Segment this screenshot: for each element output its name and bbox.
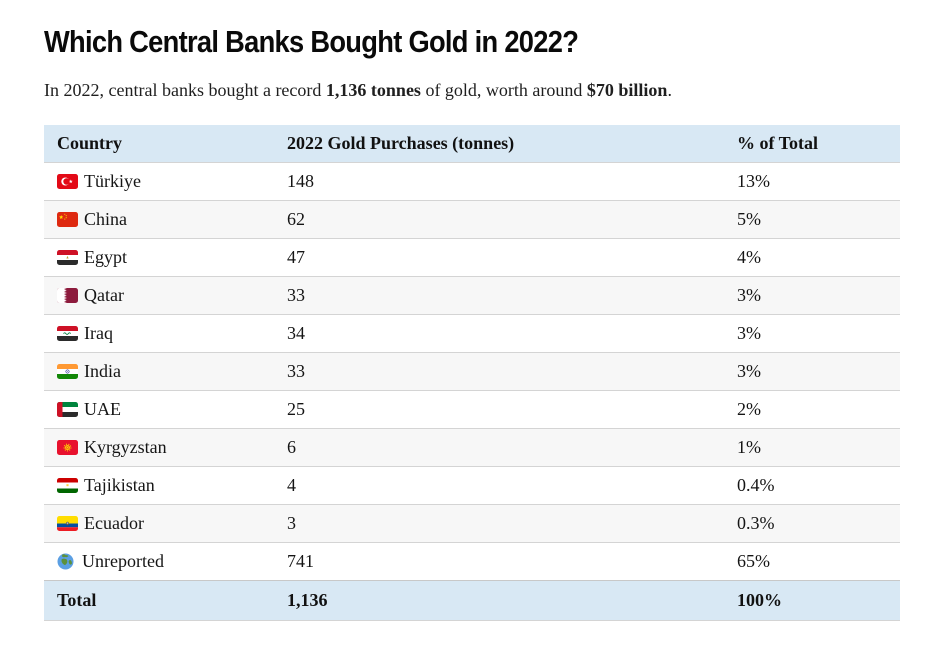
country-cell: Tajikistan: [44, 466, 287, 504]
page-title: Which Central Banks Bought Gold in 2022?: [44, 24, 579, 59]
country-name: UAE: [84, 398, 121, 419]
gold-purchases-table: Country 2022 Gold Purchases (tonnes) % o…: [44, 125, 900, 621]
table-row: Egypt 47 4%: [44, 238, 900, 277]
subtitle-text: In 2022, central banks bought a record: [44, 79, 326, 100]
country-name: Tajikistan: [84, 474, 155, 495]
flag-iraq-icon: [57, 325, 78, 341]
country-name: Unreported: [82, 550, 164, 571]
tonnes-cell: 33: [287, 284, 305, 305]
country-name: Qatar: [84, 284, 124, 305]
country-cell: UAE: [44, 390, 287, 428]
country-cell: China: [44, 200, 287, 238]
country-cell: Qatar: [44, 276, 287, 314]
country-name: India: [84, 360, 121, 381]
pct-cell: 3%: [737, 360, 761, 381]
country-name: Türkiye: [84, 170, 141, 191]
tonnes-cell: 62: [287, 208, 305, 229]
table-header-row: Country 2022 Gold Purchases (tonnes) % o…: [44, 125, 900, 163]
country-cell: Egypt: [44, 238, 287, 276]
column-header-tonnes: 2022 Gold Purchases (tonnes): [287, 125, 737, 163]
country-cell: India: [44, 352, 287, 390]
country-cell: Iraq: [44, 314, 287, 352]
country-name: Egypt: [84, 246, 127, 267]
total-pct: 100%: [737, 580, 900, 621]
tonnes-cell: 25: [287, 398, 305, 419]
tonnes-cell: 33: [287, 360, 305, 381]
table-row: Kyrgyzstan 6 1%: [44, 428, 900, 467]
tonnes-cell: 6: [287, 436, 296, 457]
subtitle: In 2022, central banks bought a record 1…: [44, 79, 900, 102]
tonnes-cell: 4: [287, 474, 296, 495]
subtitle-bold-text: $70 billion: [586, 79, 668, 100]
total-tonnes: 1,136: [287, 580, 737, 621]
pct-cell: 5%: [737, 208, 761, 229]
flag-qatar-icon: [57, 287, 78, 303]
pct-cell: 3%: [737, 322, 761, 343]
flag-turkiye-icon: [57, 173, 78, 189]
flag-tajikistan-icon: [57, 477, 78, 493]
tonnes-cell: 47: [287, 246, 305, 267]
country-name: China: [84, 208, 127, 229]
tonnes-cell: 741: [287, 550, 314, 571]
flag-china-icon: [57, 211, 78, 227]
column-header-country: Country: [44, 125, 287, 163]
pct-cell: 3%: [737, 284, 761, 305]
subtitle-text: of gold, worth around: [420, 79, 587, 100]
table-row: UAE 25 2%: [44, 390, 900, 429]
table-row: Unreported 741 65%: [44, 542, 900, 581]
flag-ecuador-icon: [57, 515, 78, 531]
table-row: Qatar 33 3%: [44, 276, 900, 315]
table-row: India 33 3%: [44, 352, 900, 391]
country-cell: Türkiye: [44, 162, 287, 200]
column-header-pct-of-total: % of Total: [737, 125, 900, 163]
flag-uae-icon: [57, 401, 78, 417]
country-cell: Ecuador: [44, 504, 287, 542]
table-row: Türkiye 148 13%: [44, 162, 900, 201]
country-name: Kyrgyzstan: [84, 436, 167, 457]
flag-india-icon: [57, 363, 78, 379]
pct-cell: 65%: [737, 550, 770, 571]
page: Which Central Banks Bought Gold in 2022?…: [44, 24, 900, 621]
table-row: Ecuador 3 0.3%: [44, 504, 900, 543]
country-cell: Kyrgyzstan: [44, 428, 287, 466]
pct-cell: 0.3%: [737, 512, 775, 533]
country-name: Iraq: [84, 322, 113, 343]
total-row: Total 1,136 100%: [44, 580, 900, 621]
country-cell: Unreported: [44, 542, 287, 580]
flag-egypt-icon: [57, 249, 78, 265]
country-name: Ecuador: [84, 512, 144, 533]
subtitle-bold-text: 1,136 tonnes: [325, 79, 421, 100]
table-row: Iraq 34 3%: [44, 314, 900, 353]
flag-kyrgyzstan-icon: [57, 439, 78, 455]
total-label: Total: [44, 580, 287, 621]
table-row: Tajikistan 4 0.4%: [44, 466, 900, 505]
table-row: China 62 5%: [44, 200, 900, 239]
globe-icon: [57, 553, 74, 570]
pct-cell: 13%: [737, 170, 770, 191]
pct-cell: 1%: [737, 436, 761, 457]
tonnes-cell: 3: [287, 512, 296, 533]
pct-cell: 4%: [737, 246, 761, 267]
subtitle-text: .: [667, 79, 672, 100]
pct-cell: 2%: [737, 398, 761, 419]
tonnes-cell: 148: [287, 170, 314, 191]
pct-cell: 0.4%: [737, 474, 775, 495]
tonnes-cell: 34: [287, 322, 305, 343]
